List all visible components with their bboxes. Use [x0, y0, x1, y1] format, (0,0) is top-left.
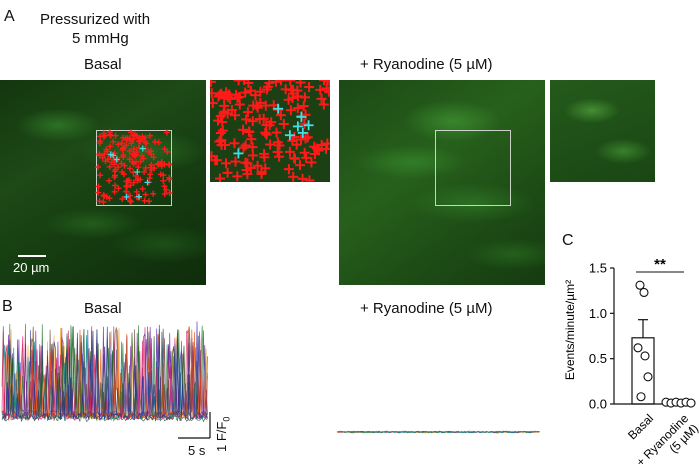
event-markers-inset [210, 80, 330, 182]
ryanodine-label-a: + Ryanodine (5 µM) [360, 56, 493, 73]
panel-a-letter: A [4, 8, 15, 25]
fluorescence-trace [1, 324, 208, 421]
y-axis-label: Events/minute/µm² [563, 280, 577, 380]
significance-stars: ** [654, 256, 666, 273]
data-point [686, 398, 696, 408]
y-tick-label: 0.0 [589, 397, 607, 412]
amp-scale-text: 1 F/F [214, 421, 229, 452]
scale-bar-label: 20 µm [13, 260, 50, 275]
ryanodine-label-b: + Ryanodine (5 µM) [360, 300, 493, 317]
y-tick-label: 0.5 [589, 351, 607, 366]
fluorescence-trace [1, 321, 208, 418]
data-point [636, 392, 646, 402]
roi-box-basal [96, 130, 172, 206]
condition-line2: 5 mmHg [72, 30, 129, 47]
x-tick-label: Basal [625, 411, 656, 442]
basal-label-b: Basal [84, 300, 122, 317]
basal-micrograph: 20 µm [0, 80, 206, 285]
ryanodine-micrograph [339, 80, 545, 285]
data-point [633, 343, 643, 353]
scale-bar [18, 255, 46, 257]
y-tick-label: 1.0 [589, 306, 607, 321]
ryanodine-inset [550, 80, 655, 182]
event-markers-basal [95, 129, 173, 206]
data-point [635, 280, 645, 290]
basal-traces [1, 321, 208, 423]
amp-scale-sub: 0 [221, 416, 232, 422]
data-point [639, 287, 649, 298]
trace-scale-bars [178, 412, 211, 439]
basal-label-a: Basal [84, 56, 122, 73]
condition-line1: Pressurized with [40, 11, 151, 28]
panel-c-letter: C [562, 232, 574, 249]
panel-b-letter: B [2, 298, 13, 315]
ryanodine-traces [336, 430, 540, 434]
data-point [643, 372, 653, 382]
amp-scale-label: 1 F/F0 [214, 417, 232, 452]
x-tick-label-line: Basal [625, 411, 656, 442]
roi-box-ryanodine [435, 130, 511, 206]
time-scale-label: 5 s [188, 443, 206, 458]
bar-chart: Events/minute/µm² 0.00.51.01.5 Basal+ Ry… [563, 256, 699, 469]
y-tick-label: 1.5 [589, 261, 607, 276]
basal-inset [210, 80, 330, 182]
data-point [640, 351, 650, 361]
fluorescence-trace-ryanodine [336, 430, 540, 434]
